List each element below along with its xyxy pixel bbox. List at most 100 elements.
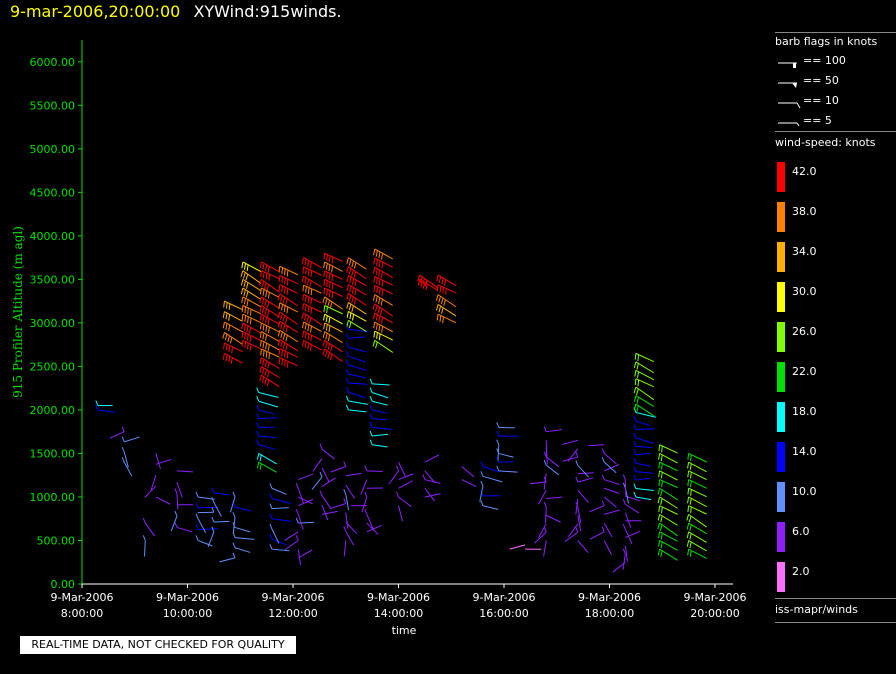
wind-barb (302, 321, 322, 333)
barb-flag (633, 441, 637, 447)
wind-barb (330, 461, 347, 473)
barb-shaft (372, 433, 389, 437)
barb-flag (277, 311, 281, 319)
barb-flag (375, 314, 378, 321)
barb-shaft (543, 473, 547, 490)
x-tick-time: 10:00:00 (163, 607, 212, 620)
barb-shaft (635, 403, 655, 417)
wind-barb (95, 404, 115, 413)
wind-barb (240, 287, 262, 300)
barb-flag (364, 491, 368, 498)
wind-barb (319, 490, 332, 510)
barb-shaft (577, 472, 594, 475)
wind-barb (658, 470, 678, 481)
barb-flag (265, 334, 268, 341)
barb-shaft (213, 502, 222, 517)
wind-barb (624, 512, 632, 528)
wind-barb (269, 493, 291, 505)
barb-flag (281, 285, 284, 293)
barb-flag (256, 453, 260, 460)
speed-color-label: 30.0 (792, 285, 817, 298)
barb-shaft (603, 540, 612, 555)
barb-shaft (635, 412, 656, 418)
barb-flag (259, 331, 262, 338)
barb-legend-symbol (796, 102, 801, 109)
barb-flag (282, 333, 286, 340)
barb-flag (658, 470, 661, 478)
barb-flag (295, 483, 299, 489)
barb-shaft (297, 514, 304, 530)
barb-shaft (348, 257, 367, 270)
barb-shaft (424, 479, 441, 484)
barb-flag (328, 264, 331, 272)
wind-barb (575, 460, 590, 478)
barb-flag (324, 350, 328, 357)
wind-barb (319, 443, 335, 460)
barb-shaft (366, 514, 374, 530)
speed-color-label: 18.0 (792, 405, 817, 418)
barb-flag (307, 287, 310, 294)
wind-barb (346, 266, 367, 280)
wind-barb (295, 483, 304, 504)
wind-barb (633, 403, 655, 417)
wind-barb (219, 552, 236, 563)
barb-flag (241, 331, 244, 338)
barb-flag (326, 289, 328, 296)
barb-shaft (374, 303, 394, 317)
wind-barb (373, 257, 393, 269)
barb-shaft (635, 462, 651, 467)
wind-barb (232, 501, 252, 512)
barb-flag (248, 327, 252, 334)
barb-flag (660, 454, 663, 462)
barb-shaft (635, 471, 653, 474)
wind-barb (577, 515, 582, 532)
barb-flag (240, 287, 244, 295)
barb-flag (633, 407, 637, 413)
barb-flag (243, 289, 246, 296)
barb-flag (375, 268, 378, 275)
wind-barb (269, 533, 287, 546)
barb-shaft (234, 506, 252, 512)
barb-shaft (219, 557, 236, 563)
barb-flag (689, 533, 692, 540)
barb-flag (262, 350, 265, 357)
barb-flag (322, 348, 326, 356)
barb-legend-100: == 100 (803, 54, 846, 67)
barb-shaft (197, 540, 213, 547)
barb-flag (343, 461, 347, 467)
barb-flag (267, 344, 270, 351)
barb-flag (244, 315, 247, 322)
barb-flag (121, 456, 125, 463)
y-tick-label: 2000.00 (30, 404, 76, 417)
barb-shaft (348, 382, 368, 385)
barb-shaft (348, 328, 369, 333)
barb-shaft (372, 383, 390, 386)
barb-flag (304, 341, 307, 349)
wind-barb (366, 525, 382, 533)
barb-flag (634, 353, 637, 360)
barb-flag (441, 307, 444, 314)
barb-flag (280, 322, 283, 330)
barb-flag (346, 275, 349, 282)
barb-flag (689, 541, 692, 549)
barb-flag (259, 357, 262, 364)
barb-flag (690, 454, 692, 462)
barb-shaft (298, 498, 314, 507)
wind-barb (278, 265, 299, 277)
barb-flag (327, 343, 331, 350)
wind-barb (577, 472, 594, 475)
wind-barb (601, 474, 620, 486)
wind-barb (174, 522, 193, 533)
barb-flag (284, 268, 286, 276)
wind-barb (278, 302, 299, 314)
barb-flag (543, 526, 547, 533)
barb-shaft (261, 305, 280, 318)
barb-shaft (635, 452, 651, 456)
wind-barb (575, 498, 579, 515)
barb-flag (121, 446, 125, 453)
barb-shaft (348, 364, 368, 371)
barb-flag (369, 387, 373, 393)
wind-barb (311, 471, 323, 490)
wind-barb (538, 490, 547, 505)
wind-barb (496, 448, 514, 458)
